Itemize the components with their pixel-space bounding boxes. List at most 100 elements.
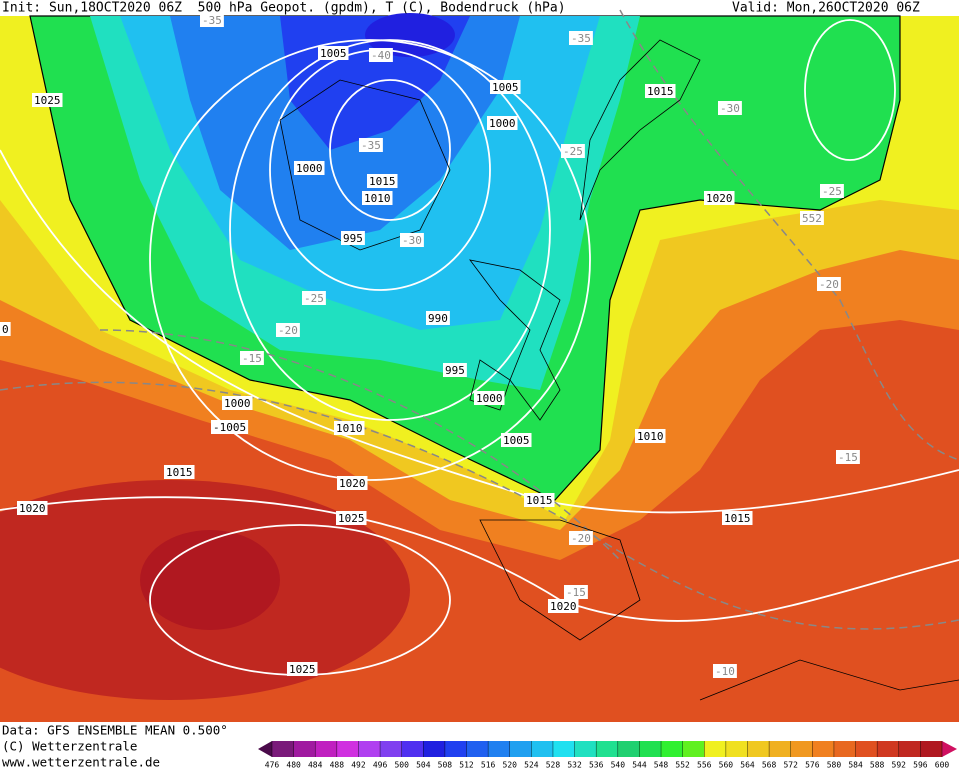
isobar-label-text: 1005 [320,47,347,60]
isobar-label: 990 [426,311,450,325]
colorbar-tick-label: 584 [848,761,863,770]
isotherm-label-text: -40 [371,49,391,62]
isotherm-label-box [817,277,841,291]
isobar-label: 1025 [32,93,63,107]
copyright: (C) Wetterzentrale [2,739,137,754]
colorbar-swatch [596,741,619,757]
colorbar-swatch [552,741,576,757]
colorbar-swatch [444,741,468,757]
colorbar-swatch [401,741,424,757]
colorbar-tick-label: 488 [330,761,345,770]
coastlines [279,39,959,701]
isobar-label-box [222,396,253,410]
isotherm-label: -25 [561,144,585,158]
colorbar-tick-label: 512 [459,761,474,770]
isobar-label: 0 [0,322,11,336]
isobar-label: 1020 [17,501,48,515]
colorbar-tick-label: 568 [762,761,777,770]
isotherm-label: 552 [800,211,824,225]
isobar-label-box [287,662,318,676]
isobar-label: 1005 [318,46,349,60]
isobar-label-box [501,433,532,447]
isotherm-label: -35 [359,138,383,152]
valid-header: Valid: Mon,26OCT2020 06Z [732,1,920,16]
isotherm-label-text: -20 [571,532,591,545]
isobar-label-box [211,420,249,434]
isotherm-label-text: -10 [715,665,735,678]
isotherm-label-box [569,531,593,545]
isobar-label-box [318,46,349,60]
isobar-label-box [548,599,579,613]
isobar-label-text: 990 [428,312,448,325]
isotherm-label: -25 [302,291,326,305]
colorbar-tick-label: 600 [935,761,950,770]
colorbar-tick-label: 520 [503,761,518,770]
colorbar-swatch [920,741,943,757]
colorbar-swatch [661,741,684,757]
colorbar-tick-label: 500 [394,761,409,770]
isobar-label-box [490,80,521,94]
isobar-label: 1010 [334,421,365,435]
isotherm-label-text: -15 [242,352,262,365]
isobar-label-text: -1005 [213,421,246,434]
isobar-label: 1020 [337,476,368,490]
isobar-label-text: 1000 [296,162,323,175]
isobar-label-text: 1000 [489,117,516,130]
colorbar-tick-label: 596 [913,761,928,770]
isotherm-label-text: -15 [566,586,586,599]
isobar-label-box [722,511,753,525]
isobar-label: 1000 [222,396,253,410]
isobar-label-box [164,465,195,479]
isobar-label-text: 1015 [647,85,674,98]
isobar-label-text: 1015 [369,175,396,188]
isobar-label-box [337,476,368,490]
colorbar-swatch [790,741,813,757]
colorbar-swatch [358,741,381,757]
isobar-label-text: 1025 [338,512,365,525]
isotherm-label-box [569,31,593,45]
isotherm-label-text: -30 [720,102,740,115]
isobar-label: 1015 [367,174,398,188]
colorbar-tick-label: 524 [524,761,539,770]
isotherm-label: -20 [276,323,300,337]
isotherm-label-text: -20 [819,278,839,291]
colorbar-swatch [574,741,597,757]
colorbar-swatch [531,741,554,757]
isotherm-label-box [302,291,326,305]
colorbar-swatch [769,741,792,757]
isotherm-label-box [561,144,585,158]
isobar-label-text: 1015 [166,466,193,479]
colorbar-tick-label: 504 [416,761,431,770]
isobar-label-box [443,363,467,377]
isobar-label-box [362,191,393,205]
isobar-label-text: 995 [343,232,363,245]
colorbar-tick-label: 548 [654,761,669,770]
colorbar-tick-label: 580 [827,761,842,770]
isobar-label-box [341,231,365,245]
colorbar-tick-label: 544 [632,761,647,770]
isobar-label: 1000 [474,391,505,405]
colorbar-tick-label: 572 [783,761,798,770]
isobar-label: 1010 [635,429,666,443]
colorbar-swatch [812,741,835,757]
map [0,9,959,722]
isobar-label-text: 1000 [224,397,251,410]
isotherms [0,9,959,630]
colorbar-tick-label: 556 [697,761,712,770]
isobar-label-box [334,421,365,435]
isotherm-label: -25 [820,184,844,198]
colorbar-swatch [877,741,900,757]
colorbar-swatch [617,741,640,757]
isotherm-label: -20 [569,531,593,545]
isobar-label: -1005 [211,420,249,434]
isobar-label-text: 1005 [492,81,519,94]
colorbar-tick-label: 592 [892,761,907,770]
colorbar-tick-label: 536 [589,761,604,770]
isobar-label-text: 995 [445,364,465,377]
isotherm-label-box [359,138,383,152]
colorbar-tick-label: 560 [719,761,734,770]
website: www.wetterzentrale.de [2,755,160,770]
isotherm-label-box [836,450,860,464]
data-source: Data: GFS ENSEMBLE MEAN 0.500° [2,723,228,738]
colorbar-tick-label: 540 [611,761,626,770]
